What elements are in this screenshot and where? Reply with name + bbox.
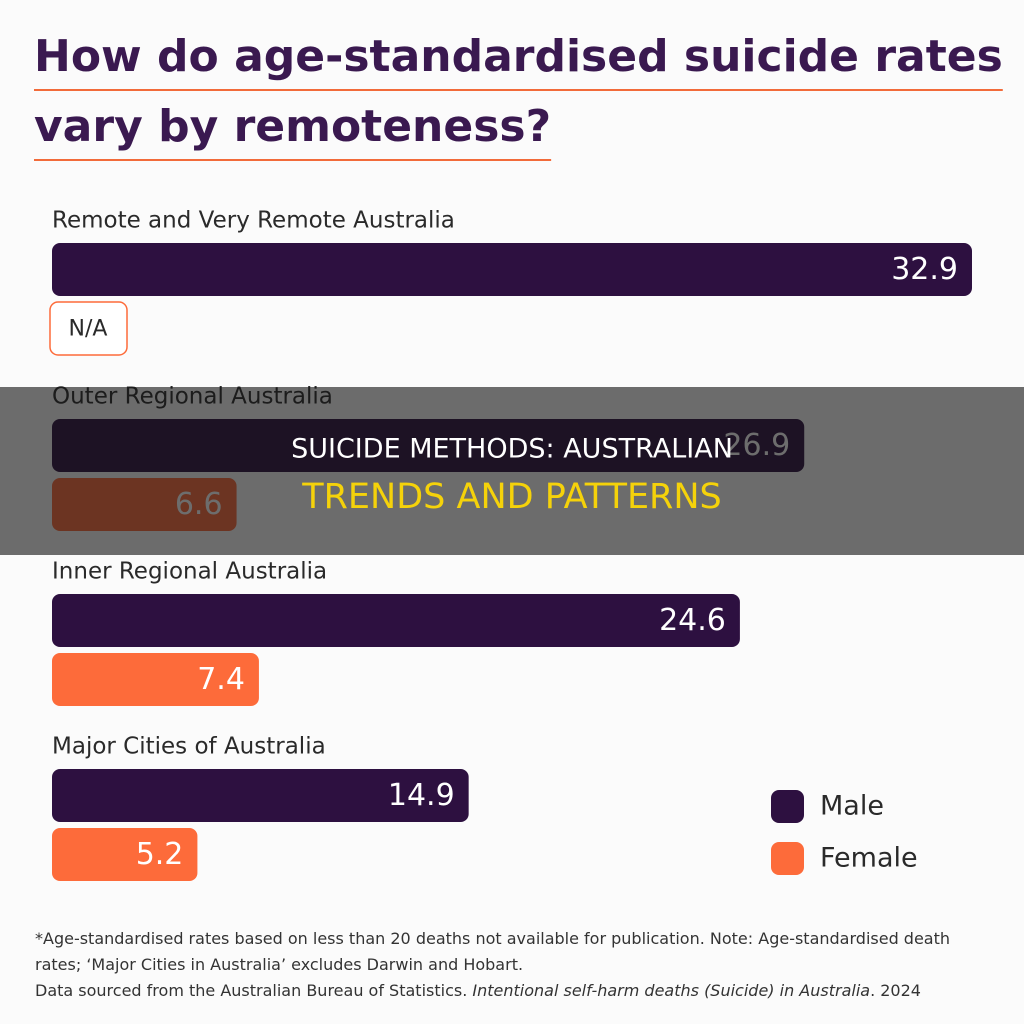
value-label: N/A — [69, 317, 108, 342]
value-label: 5.2 — [136, 837, 184, 872]
legend-label: Female — [820, 843, 918, 874]
overlay-line2: TRENDS AND PATTERNS — [301, 477, 722, 517]
bar — [52, 828, 198, 881]
source-title: Intentional self-harm deaths (Suicide) i… — [472, 981, 871, 1000]
footnote-text: *Age-standardised rates based on less th… — [35, 929, 951, 974]
legend-label: Male — [820, 791, 884, 822]
value-label: 14.9 — [388, 778, 455, 813]
overlay-line1: SUICIDE METHODS: AUSTRALIAN — [291, 434, 733, 465]
source: Data sourced from the Australian Bureau … — [35, 978, 995, 1004]
chart-title: How do age-standardised suicide rates va… — [34, 31, 1003, 152]
bar — [52, 243, 972, 296]
value-label: 7.4 — [197, 662, 245, 697]
legend-swatch — [771, 842, 804, 875]
source-suffix: . 2024 — [870, 981, 921, 1000]
value-label: 24.6 — [659, 603, 726, 638]
value-label: 32.9 — [891, 252, 958, 287]
source-prefix: Data sourced from the Australian Bureau … — [35, 981, 468, 1000]
bar — [52, 594, 740, 647]
legend-swatch — [771, 790, 804, 823]
na-box — [49, 301, 128, 356]
bar — [52, 653, 259, 706]
category-label: Remote and Very Remote Australia — [52, 208, 455, 234]
bar — [52, 769, 469, 822]
overlay-band — [0, 387, 1024, 555]
category-label: Inner Regional Australia — [52, 559, 327, 585]
footnote: *Age-standardised rates based on less th… — [35, 926, 995, 1004]
category-label: Major Cities of Australia — [52, 734, 326, 760]
